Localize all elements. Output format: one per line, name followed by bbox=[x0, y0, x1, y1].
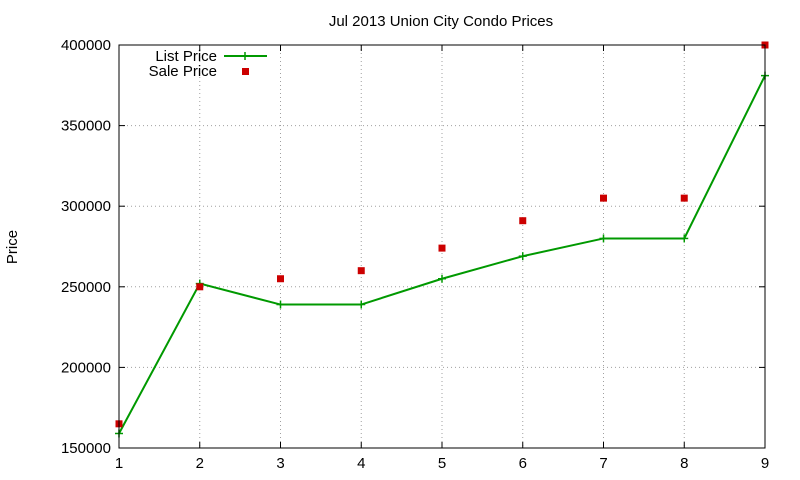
y-axis-label: Price bbox=[4, 230, 21, 264]
y-tick-label: 350000 bbox=[61, 118, 111, 135]
x-tick-label: 7 bbox=[599, 455, 607, 472]
sale-price-point bbox=[519, 217, 527, 225]
list-price-point bbox=[680, 234, 689, 243]
x-tick-label: 8 bbox=[680, 455, 688, 472]
sale-price-point bbox=[357, 267, 365, 275]
list-price-point bbox=[518, 252, 527, 261]
list-price-point bbox=[276, 300, 285, 309]
legend: List Price Sale Price bbox=[149, 48, 267, 80]
sale-price-point bbox=[680, 194, 688, 202]
list-price-point bbox=[438, 274, 446, 283]
y-tick-label: 150000 bbox=[61, 440, 111, 457]
x-tick-label: 3 bbox=[276, 455, 284, 472]
list-price-point bbox=[599, 234, 608, 243]
legend-label-list-price: List Price bbox=[155, 48, 217, 65]
sale-price-point bbox=[277, 275, 284, 283]
y-tick-label: 250000 bbox=[61, 279, 111, 296]
list-price-point bbox=[357, 300, 366, 309]
y-tick-label: 300000 bbox=[61, 198, 111, 215]
axis-ticks: 1 2 3 4 5 6 7 8 9 150000 200000 250000 300000 350000 4… bbox=[61, 37, 769, 472]
x-tick-label: 4 bbox=[357, 455, 365, 472]
x-tick-label: 9 bbox=[761, 455, 769, 472]
y-tick-label: 400000 bbox=[61, 37, 111, 54]
legend-marker-list-price bbox=[241, 52, 249, 60]
sale-price-point bbox=[600, 194, 607, 202]
x-tick-label: 5 bbox=[438, 455, 446, 472]
sale-price-point bbox=[196, 283, 204, 291]
series-layer bbox=[115, 41, 769, 438]
x-tick-label: 1 bbox=[115, 455, 123, 472]
legend-label-sale-price: Sale Price bbox=[149, 63, 217, 80]
chart-title: Jul 2013 Union City Condo Prices bbox=[329, 13, 553, 30]
x-tick-label: 6 bbox=[519, 455, 527, 472]
sale-price-point bbox=[438, 244, 446, 252]
legend-marker-sale-price bbox=[242, 68, 249, 75]
plot-frame bbox=[118, 44, 766, 449]
y-tick-label: 200000 bbox=[61, 359, 111, 376]
x-tick-label: 2 bbox=[196, 455, 204, 472]
